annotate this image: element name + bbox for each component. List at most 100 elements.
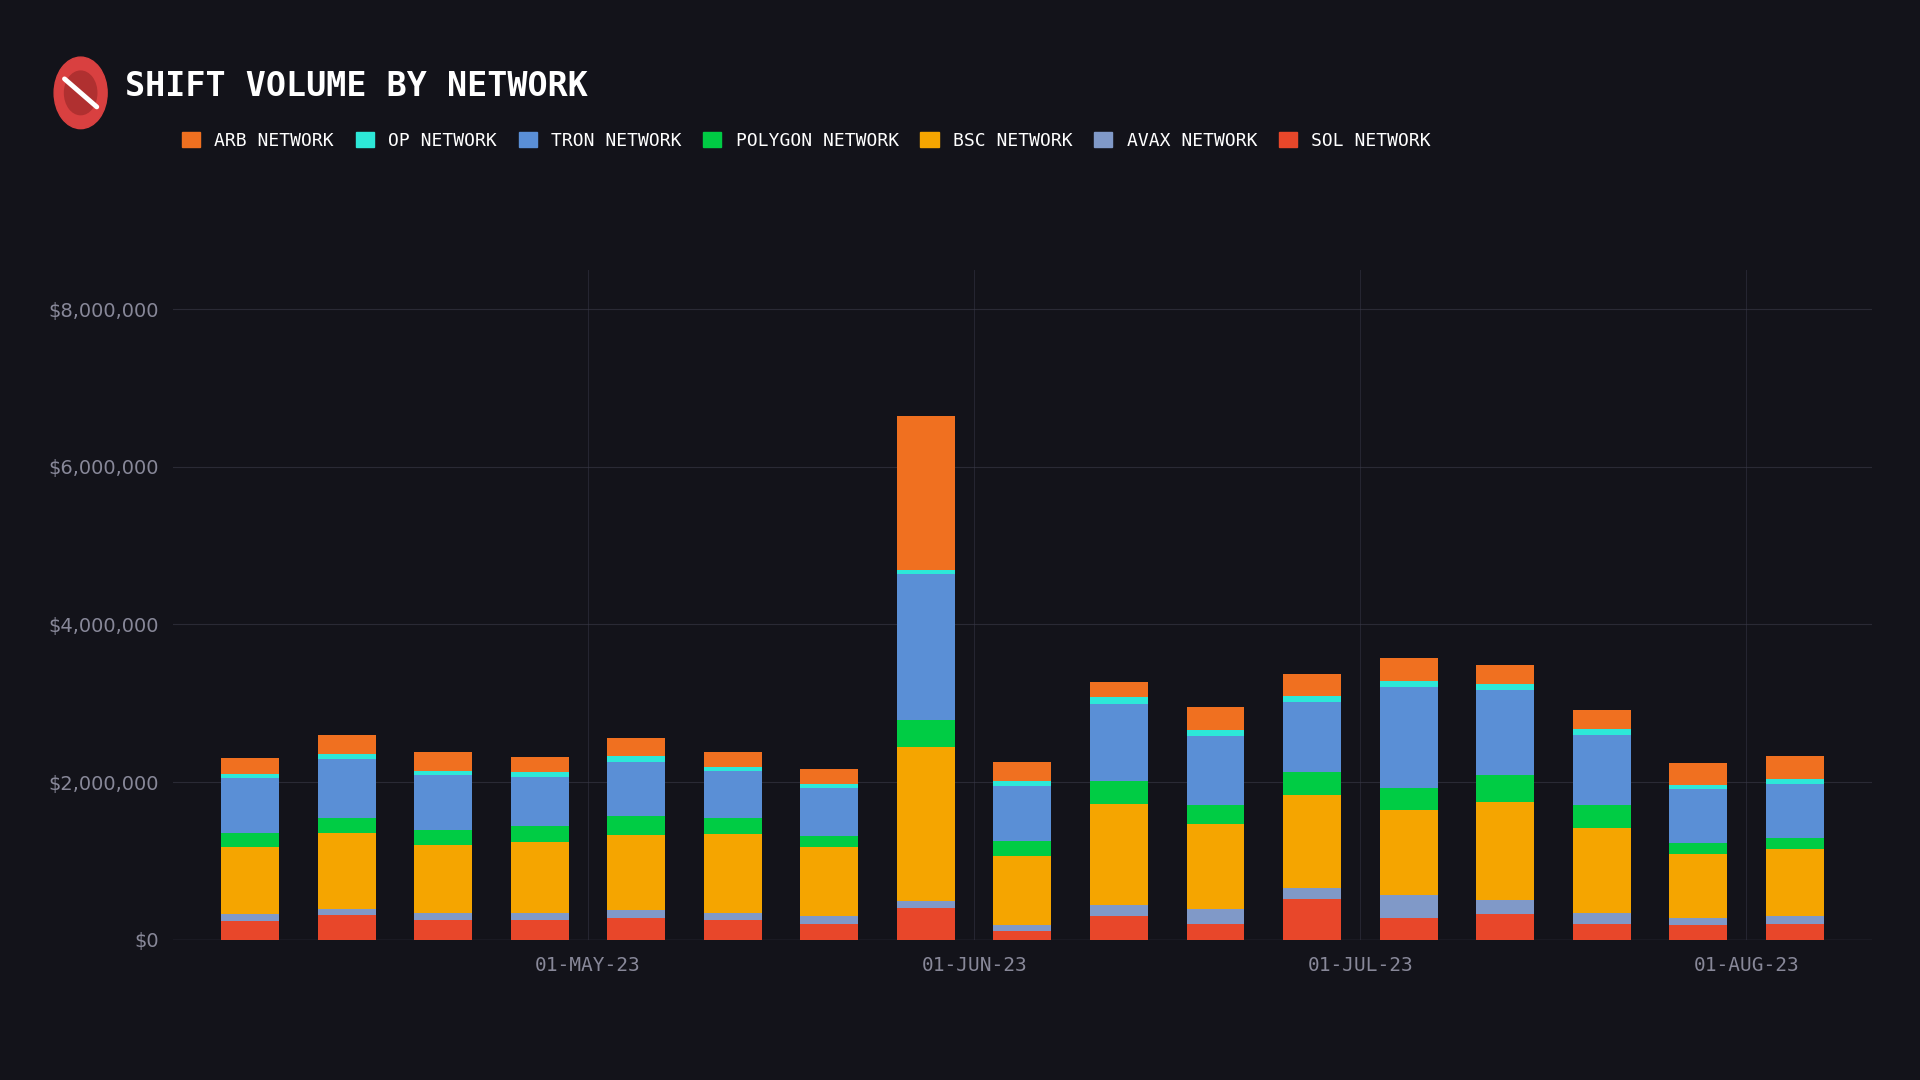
Legend: ARB NETWORK, OP NETWORK, TRON NETWORK, POLYGON NETWORK, BSC NETWORK, AVAX NETWOR: ARB NETWORK, OP NETWORK, TRON NETWORK, P… [182, 132, 1430, 150]
Bar [511, 842, 568, 913]
Bar [897, 575, 954, 719]
Bar [511, 757, 568, 772]
Text: SHIFT VOLUME BY NETWORK: SHIFT VOLUME BY NETWORK [125, 70, 588, 104]
Bar [415, 913, 472, 920]
Bar [1380, 787, 1438, 810]
Bar [1668, 762, 1728, 785]
Bar [705, 834, 762, 913]
Bar [1187, 805, 1244, 824]
Bar [1187, 730, 1244, 735]
Bar [1380, 918, 1438, 940]
Bar [1572, 734, 1630, 805]
Bar [607, 756, 664, 762]
Bar [1766, 923, 1824, 940]
Bar [1283, 899, 1340, 940]
Bar [415, 771, 472, 775]
Bar [1380, 658, 1438, 680]
Bar [1091, 916, 1148, 940]
Bar [1766, 756, 1824, 780]
Bar [1572, 710, 1630, 729]
Bar [511, 913, 568, 920]
Bar [1091, 805, 1148, 905]
Bar [1668, 926, 1728, 940]
Bar [317, 915, 376, 940]
Bar [415, 920, 472, 940]
Bar [317, 754, 376, 759]
Bar [317, 759, 376, 819]
Bar [1283, 696, 1340, 702]
Bar [1572, 805, 1630, 827]
Bar [1380, 810, 1438, 895]
Bar [1766, 916, 1824, 923]
Bar [705, 767, 762, 771]
Bar [1091, 781, 1148, 805]
Bar [897, 747, 954, 901]
Bar [1476, 775, 1534, 801]
Bar [221, 848, 278, 915]
Bar [1187, 909, 1244, 923]
Bar [1476, 690, 1534, 775]
Bar [221, 758, 278, 773]
Bar [1766, 849, 1824, 916]
Bar [607, 910, 664, 918]
Bar [607, 762, 664, 815]
Bar [1668, 918, 1728, 926]
Bar [1187, 706, 1244, 730]
Bar [993, 841, 1052, 856]
Bar [511, 772, 568, 778]
Bar [1283, 674, 1340, 696]
Bar [1476, 665, 1534, 684]
Bar [1572, 923, 1630, 940]
Bar [221, 915, 278, 921]
Bar [317, 834, 376, 909]
Bar [993, 762, 1052, 781]
Bar [705, 819, 762, 834]
Bar [801, 788, 858, 836]
Bar [993, 786, 1052, 841]
Bar [705, 752, 762, 767]
Circle shape [54, 57, 108, 129]
Bar [705, 771, 762, 819]
Bar [1766, 784, 1824, 838]
Bar [705, 920, 762, 940]
Bar [1476, 915, 1534, 940]
Bar [897, 908, 954, 940]
Bar [1283, 772, 1340, 795]
Bar [897, 416, 954, 570]
Bar [317, 819, 376, 834]
Bar [1380, 895, 1438, 918]
Bar [221, 773, 278, 778]
Bar [1766, 780, 1824, 784]
Bar [511, 826, 568, 842]
Bar [607, 739, 664, 756]
Circle shape [65, 71, 96, 114]
Bar [511, 778, 568, 826]
Bar [221, 778, 278, 834]
Bar [1668, 853, 1728, 918]
Bar [415, 845, 472, 913]
Bar [897, 570, 954, 575]
Bar [317, 735, 376, 754]
Bar [607, 918, 664, 940]
Bar [993, 781, 1052, 786]
Bar [1187, 735, 1244, 805]
Bar [993, 856, 1052, 924]
Bar [221, 834, 278, 848]
Bar [1380, 687, 1438, 787]
Bar [1091, 681, 1148, 697]
Bar [993, 931, 1052, 940]
Bar [1668, 789, 1728, 842]
Bar [1091, 704, 1148, 781]
Bar [897, 719, 954, 747]
Bar [1476, 801, 1534, 901]
Bar [801, 916, 858, 923]
Bar [1668, 785, 1728, 789]
Bar [415, 752, 472, 771]
Bar [1283, 702, 1340, 772]
Bar [801, 784, 858, 788]
Bar [221, 921, 278, 940]
Bar [801, 923, 858, 940]
Bar [801, 836, 858, 848]
Bar [1091, 905, 1148, 916]
Bar [1187, 923, 1244, 940]
